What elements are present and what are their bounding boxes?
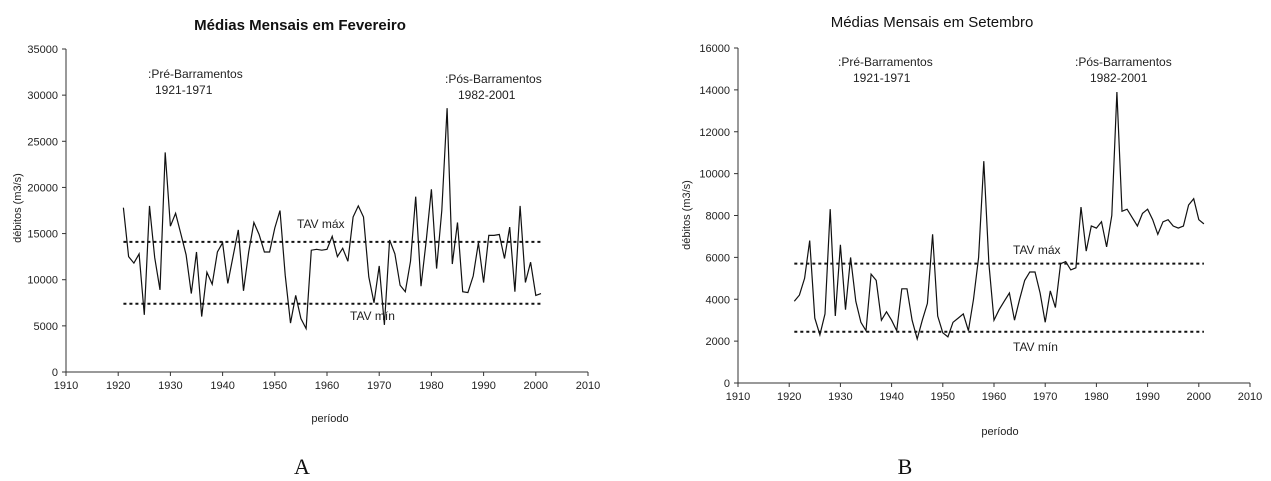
chart-a-panel-label: A xyxy=(294,454,310,479)
chart-a-x-tick-label: 1990 xyxy=(471,380,495,392)
chart-b-annotation-pre-line2: 1921-1971 xyxy=(853,71,911,85)
chart-b-annotation-pos-line1: :Pós-Barramentos xyxy=(1075,55,1172,69)
chart-a-x-tick-label: 1920 xyxy=(106,380,130,392)
chart-b: Médias Mensais em Setembro 0 2000 4000 6000… xyxy=(681,14,1262,479)
chart-b-x-tick-label: 1950 xyxy=(931,391,955,403)
chart-b-x-tick-label: 1980 xyxy=(1084,391,1108,403)
chart-a-annotation-pre-line1: :Pré-Barramentos xyxy=(148,67,243,81)
chart-a-reference-lines xyxy=(123,240,542,305)
chart-a-x-tick-label: 1960 xyxy=(315,380,339,392)
chart-a-annotation-pre-line2: 1921-1971 xyxy=(155,83,213,97)
chart-a-y-tick-label: 35000 xyxy=(27,44,58,56)
chart-a-x-ticks: 1910 1920 1930 1940 1950 1960 1970 1980 1990 2000… xyxy=(54,372,600,392)
chart-b-y-tick-label: 0 xyxy=(724,378,730,390)
chart-b-tav-max-label: TAV máx xyxy=(1013,243,1061,257)
chart-a-tav-max-label: TAV máx xyxy=(297,217,345,231)
chart-b-annotation-pre-line1: :Pré-Barramentos xyxy=(838,55,933,69)
chart-a-x-tick-label: 1930 xyxy=(158,380,182,392)
chart-a-x-tick-label: 1910 xyxy=(54,380,78,392)
chart-b-x-tick-label: 1960 xyxy=(982,391,1006,403)
chart-b-title: Médias Mensais em Setembro xyxy=(831,14,1034,31)
chart-a-x-tick-label: 2010 xyxy=(576,380,600,392)
chart-b-y-tick-label: 14000 xyxy=(699,85,730,97)
chart-b-tav-min-label: TAV mín xyxy=(1013,340,1058,354)
chart-b-y-tick-label: 4000 xyxy=(706,294,730,306)
chart-b-y-tick-label: 6000 xyxy=(706,252,730,264)
chart-b-x-tick-label: 1930 xyxy=(828,391,852,403)
chart-a-x-tick-label: 2000 xyxy=(524,380,548,392)
chart-b-y-tick-label: 16000 xyxy=(699,43,730,55)
chart-b-x-tick-label: 1910 xyxy=(726,391,750,403)
chart-b-x-tick-label: 1940 xyxy=(879,391,903,403)
chart-b-x-label: período xyxy=(981,426,1018,438)
chart-a-y-tick-label: 30000 xyxy=(27,90,58,102)
chart-a-y-tick-label: 0 xyxy=(52,367,58,379)
chart-a-x-tick-label: 1980 xyxy=(419,380,443,392)
chart-a-y-tick-label: 10000 xyxy=(27,275,58,287)
chart-a-y-tick-label: 25000 xyxy=(27,136,58,148)
chart-b-x-tick-label: 1990 xyxy=(1135,391,1159,403)
chart-a-x-tick-label: 1950 xyxy=(263,380,287,392)
chart-b-y-tick-label: 10000 xyxy=(699,169,730,181)
chart-a-title: Médias Mensais em Fevereiro xyxy=(194,17,406,34)
chart-b-x-tick-label: 2000 xyxy=(1187,391,1211,403)
chart-a: Médias Mensais em Fevereiro 0 5000 10000 15… xyxy=(12,17,600,479)
chart-b-y-tick-label: 2000 xyxy=(706,336,730,348)
chart-b-y-tick-label: 12000 xyxy=(699,127,730,139)
chart-a-annotation-pos-line1: :Pós-Barramentos xyxy=(445,72,542,86)
chart-b-panel-label: B xyxy=(898,454,913,479)
chart-a-y-tick-label: 5000 xyxy=(34,321,58,333)
chart-b-series-line xyxy=(793,91,1205,342)
chart-a-y-label: débitos (m3/s) xyxy=(12,173,24,243)
chart-b-y-label: débitos (m3/s) xyxy=(681,180,693,250)
chart-b-reference-lines xyxy=(794,262,1204,333)
chart-a-x-tick-label: 1970 xyxy=(367,380,391,392)
chart-b-annotation-pos-line2: 1982-2001 xyxy=(1090,71,1148,85)
chart-b-x-tick-label: 1920 xyxy=(777,391,801,403)
chart-a-y-tick-label: 20000 xyxy=(27,182,58,194)
chart-b-x-tick-label: 2010 xyxy=(1238,391,1262,403)
chart-a-series-line xyxy=(122,108,542,331)
chart-a-y-tick-label: 15000 xyxy=(27,229,58,241)
chart-b-y-tick-label: 8000 xyxy=(706,211,730,223)
chart-a-annotation-pos-line2: 1982-2001 xyxy=(458,88,516,102)
chart-a-tav-min-label: TAV mín xyxy=(350,309,395,323)
chart-b-y-ticks: 0 2000 4000 6000 8000 10000 12000 14000 16000 xyxy=(699,43,738,390)
chart-b-x-tick-label: 1970 xyxy=(1033,391,1057,403)
chart-a-y-ticks: 0 5000 10000 15000 20000 25000 30000 35000 xyxy=(27,44,66,379)
chart-a-x-tick-label: 1940 xyxy=(210,380,234,392)
chart-a-x-label: período xyxy=(311,413,348,425)
chart-b-x-ticks: 1910 1920 1930 1940 1950 1960 1970 1980 1990 2000… xyxy=(726,383,1262,403)
